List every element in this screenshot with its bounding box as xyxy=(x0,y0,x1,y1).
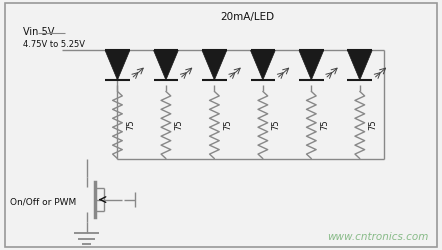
Text: 75: 75 xyxy=(320,120,329,130)
Text: 4.75V to 5.25V: 4.75V to 5.25V xyxy=(23,40,85,49)
Polygon shape xyxy=(251,50,275,80)
Text: Vin 5V: Vin 5V xyxy=(23,27,54,37)
Text: 75: 75 xyxy=(175,120,184,130)
Text: 20mA/LED: 20mA/LED xyxy=(221,12,274,22)
Text: 75: 75 xyxy=(223,120,232,130)
Text: www.cntronics.com: www.cntronics.com xyxy=(327,232,428,242)
Polygon shape xyxy=(202,50,227,80)
Polygon shape xyxy=(153,50,178,80)
Text: On/Off or PWM: On/Off or PWM xyxy=(10,198,76,206)
Text: 75: 75 xyxy=(369,120,377,130)
Polygon shape xyxy=(347,50,372,80)
Polygon shape xyxy=(299,50,324,80)
Polygon shape xyxy=(105,50,130,80)
Text: 75: 75 xyxy=(126,120,135,130)
Text: 75: 75 xyxy=(272,120,281,130)
